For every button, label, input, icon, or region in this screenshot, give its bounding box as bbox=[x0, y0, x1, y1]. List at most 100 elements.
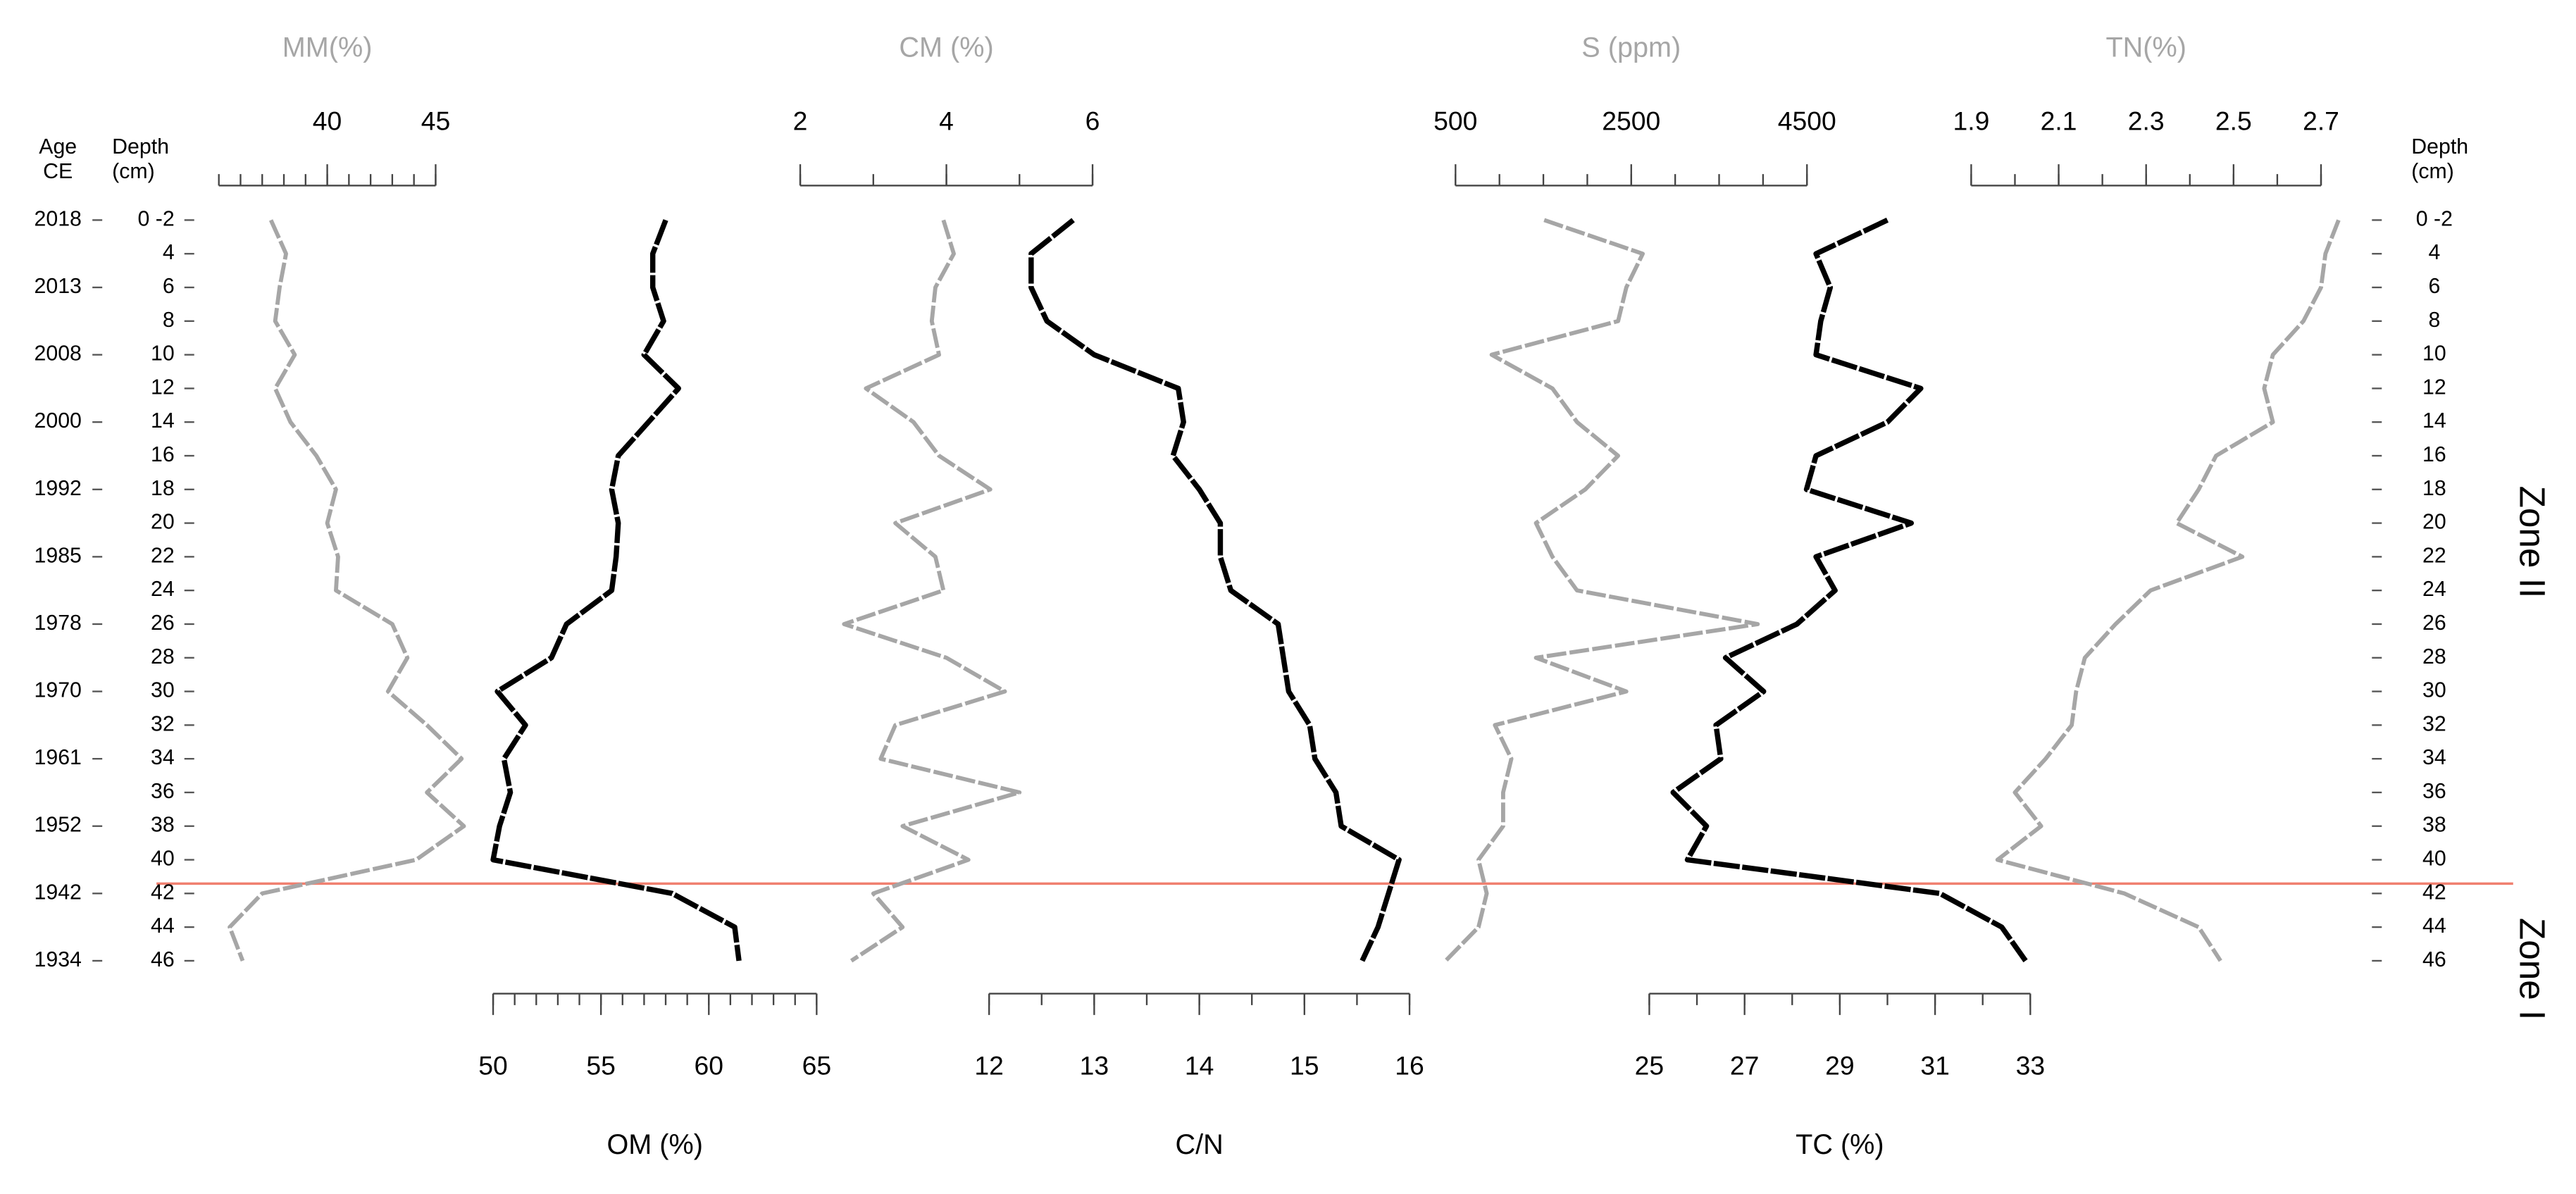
x-tick-label: 16 bbox=[1395, 1050, 1424, 1080]
depth-tick-label: 40 bbox=[151, 847, 175, 871]
x-tick-label: 6 bbox=[1085, 106, 1100, 136]
profile-line bbox=[842, 219, 1022, 963]
depth-tick-label: 28 bbox=[151, 645, 175, 668]
depth-tick-label: 16 bbox=[2422, 443, 2446, 466]
axis-title: TN(%) bbox=[2105, 32, 2186, 63]
profile-line bbox=[1995, 219, 2341, 962]
x-tick-label: 45 bbox=[421, 106, 451, 136]
depth-tick-label: 30 bbox=[2422, 679, 2446, 702]
axis-title: TC (%) bbox=[1796, 1129, 1884, 1160]
depth-tick-label: 12 bbox=[2422, 375, 2446, 399]
depth-tick-label: 28 bbox=[2422, 645, 2446, 668]
zone-label: Zone II bbox=[2513, 486, 2553, 599]
x-tick-label: 500 bbox=[1433, 106, 1477, 136]
age-tick-label: 1961 bbox=[35, 746, 82, 769]
x-tick-label: 31 bbox=[1920, 1050, 1950, 1080]
x-tick-label: 65 bbox=[802, 1050, 832, 1080]
depth-tick-label: 26 bbox=[151, 611, 175, 635]
x-tick-label: 12 bbox=[974, 1050, 1004, 1080]
depth-tick-label: 14 bbox=[151, 409, 175, 433]
depth-tick-label: 12 bbox=[151, 375, 175, 399]
depth-tick-label: 18 bbox=[2422, 477, 2446, 500]
axis-title: CM (%) bbox=[899, 32, 993, 63]
age-tick-label: 2018 bbox=[35, 207, 82, 230]
age-tick-label: 2000 bbox=[35, 409, 82, 433]
depth-tick-label: 14 bbox=[2422, 409, 2446, 433]
profile-line bbox=[228, 219, 466, 962]
age-tick-label: 2013 bbox=[35, 275, 82, 298]
x-tick-label: 4 bbox=[939, 106, 954, 136]
depth-tick-label: 24 bbox=[2422, 578, 2446, 601]
age-label: Age bbox=[39, 135, 77, 158]
depth-tick-label: 34 bbox=[2422, 746, 2446, 769]
x-tick-label: 2 bbox=[793, 106, 808, 136]
x-tick-label: 2.7 bbox=[2303, 106, 2339, 136]
x-tick-label: 13 bbox=[1080, 1050, 1109, 1080]
age-tick-label: 1942 bbox=[35, 881, 82, 904]
age-label: CE bbox=[43, 160, 73, 183]
depth-tick-label: 44 bbox=[151, 914, 175, 938]
age-tick-label: 1985 bbox=[35, 544, 82, 567]
depth-tick-label: 10 bbox=[2422, 342, 2446, 366]
x-tick-label: 2500 bbox=[1602, 106, 1660, 136]
depth-tick-label: 8 bbox=[163, 309, 175, 332]
age-tick-label: 1978 bbox=[35, 611, 82, 635]
profile-line bbox=[1444, 218, 1760, 962]
x-tick-label: 33 bbox=[2016, 1050, 2045, 1080]
depth-label: Depth bbox=[112, 135, 169, 158]
zone-label: Zone I bbox=[2513, 918, 2553, 1020]
axis-title: OM (%) bbox=[606, 1129, 702, 1160]
depth-tick-label: 34 bbox=[151, 746, 175, 769]
age-tick-label: 2008 bbox=[35, 342, 82, 366]
depth-label: (cm) bbox=[112, 160, 155, 183]
x-tick-label: 50 bbox=[478, 1050, 508, 1080]
depth-tick-label: 26 bbox=[2422, 611, 2446, 635]
depth-tick-label: 6 bbox=[163, 275, 175, 298]
depth-tick-label: 8 bbox=[2428, 309, 2440, 332]
age-tick-label: 1934 bbox=[35, 948, 82, 971]
depth-tick-label: 42 bbox=[151, 881, 175, 904]
x-tick-label: 60 bbox=[695, 1050, 724, 1080]
depth-tick-label: 22 bbox=[151, 544, 175, 567]
x-tick-label: 55 bbox=[586, 1050, 616, 1080]
depth-tick-label: 30 bbox=[151, 679, 175, 702]
depth-tick-label: 40 bbox=[2422, 847, 2446, 871]
depth-tick-label: 42 bbox=[2422, 881, 2446, 904]
x-tick-label: 14 bbox=[1185, 1050, 1214, 1080]
x-tick-label: 27 bbox=[1730, 1050, 1760, 1080]
x-tick-label: 2.5 bbox=[2215, 106, 2252, 136]
x-tick-label: 40 bbox=[313, 106, 342, 136]
depth-tick-label: 38 bbox=[151, 814, 175, 837]
depth-tick-label: 36 bbox=[2422, 780, 2446, 803]
depth-tick-label: 0 -2 bbox=[2416, 207, 2453, 230]
depth-tick-label: 0 -2 bbox=[138, 207, 175, 230]
x-tick-label: 25 bbox=[1635, 1050, 1665, 1080]
x-tick-label: 4500 bbox=[1778, 106, 1836, 136]
depth-tick-label: 20 bbox=[2422, 511, 2446, 534]
depth-tick-label: 46 bbox=[151, 948, 175, 971]
depth-tick-label: 4 bbox=[163, 241, 175, 264]
depth-tick-label: 22 bbox=[2422, 544, 2446, 567]
age-tick-label: 1992 bbox=[35, 477, 82, 500]
depth-tick-label: 16 bbox=[151, 443, 175, 466]
depth-tick-label: 44 bbox=[2422, 914, 2446, 938]
profile-line bbox=[490, 219, 742, 962]
depth-label: Depth bbox=[2411, 135, 2468, 158]
depth-tick-label: 4 bbox=[2428, 241, 2440, 264]
depth-tick-label: 36 bbox=[151, 780, 175, 803]
x-tick-label: 1.9 bbox=[1953, 106, 1989, 136]
x-tick-label: 2.3 bbox=[2128, 106, 2165, 136]
profile-line bbox=[1670, 218, 2028, 963]
depth-tick-label: 32 bbox=[2422, 712, 2446, 735]
x-tick-label: 15 bbox=[1290, 1050, 1319, 1080]
axis-title: MM(%) bbox=[282, 32, 373, 63]
axis-title: C/N bbox=[1175, 1129, 1223, 1160]
age-tick-label: 1970 bbox=[35, 679, 82, 702]
depth-tick-label: 18 bbox=[151, 477, 175, 500]
axis-title: S (ppm) bbox=[1581, 32, 1681, 63]
depth-tick-label: 24 bbox=[151, 578, 175, 601]
x-tick-label: 2.1 bbox=[2041, 106, 2077, 136]
depth-tick-label: 38 bbox=[2422, 814, 2446, 837]
x-tick-label: 29 bbox=[1825, 1050, 1854, 1080]
